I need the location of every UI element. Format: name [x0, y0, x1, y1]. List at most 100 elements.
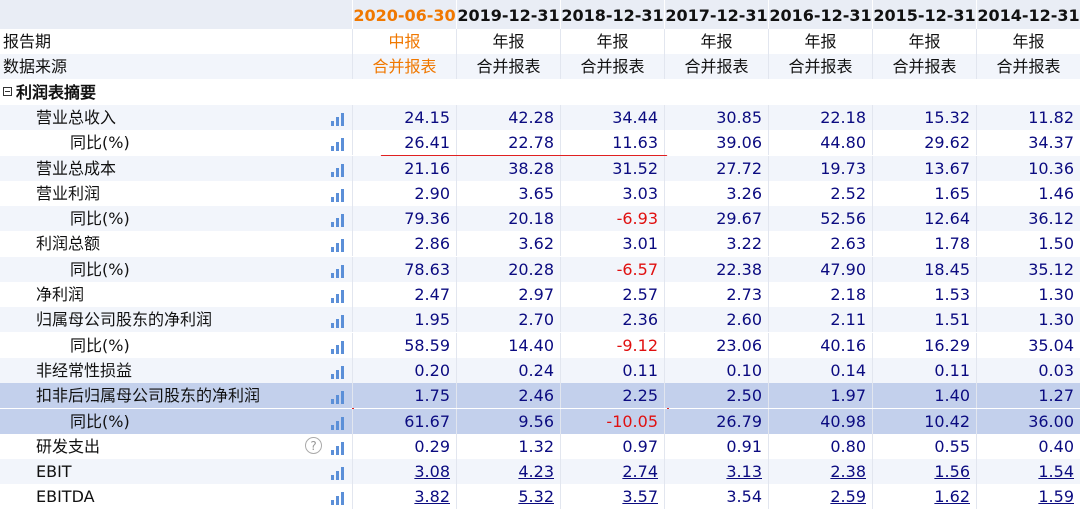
value-cell: 13.67 [872, 155, 976, 181]
chart-icon[interactable] [331, 263, 344, 282]
period-header: 2019-12-31 [456, 0, 560, 29]
row-label: 同比(%) [70, 133, 130, 153]
chart-icon[interactable] [331, 111, 344, 130]
table-row: EBIT 3.08 4.23 2.74 3.13 2.38 1.56 1.54 [0, 459, 1080, 485]
value-cell: 36.12 [976, 206, 1080, 232]
value-cell: 1.97 [768, 383, 872, 409]
chart-icon[interactable] [331, 136, 344, 155]
value-cell: 26.41 [352, 130, 456, 156]
value-cell: 3.82 [352, 484, 456, 510]
help-icon[interactable]: ? [305, 436, 322, 454]
value-cell: 合并报表 [664, 54, 768, 80]
value-cell: 2.73 [664, 282, 768, 307]
value-cell: 合并报表 [976, 54, 1080, 80]
value-cell: 1.27 [976, 383, 1080, 409]
row-label: 同比(%) [70, 335, 130, 355]
chart-icon[interactable] [331, 415, 344, 434]
value-cell: 31.52 [560, 155, 664, 181]
value-cell: 11.82 [976, 104, 1080, 130]
table-row: 利润总额 2.86 3.62 3.01 3.22 2.63 1.78 1.50 [0, 231, 1080, 257]
chart-icon[interactable] [331, 364, 344, 383]
value-cell: 年报 [872, 29, 976, 54]
value-cell: 1.30 [976, 282, 1080, 307]
period-header: 2014-12-31 [976, 0, 1080, 29]
value-cell: 79.36 [352, 206, 456, 232]
value-cell: 22.18 [768, 104, 872, 130]
chart-icon[interactable] [331, 465, 344, 484]
row-label: 营业总收入 [36, 107, 117, 127]
value-cell: 0.24 [456, 357, 560, 383]
value-cell: 0.10 [664, 357, 768, 383]
row-label: 归属母公司股东的净利润 [36, 310, 213, 330]
value-cell: 3.08 [352, 459, 456, 485]
value-cell: 15.32 [872, 104, 976, 130]
chart-icon[interactable] [331, 212, 344, 231]
row-label: 利润总额 [36, 234, 101, 254]
value-cell: 2.46 [456, 383, 560, 409]
value-cell: 3.13 [664, 459, 768, 485]
row-label: 同比(%) [70, 209, 130, 229]
chart-icon[interactable] [331, 389, 344, 408]
chart-icon[interactable] [331, 440, 344, 459]
value-cell: 1.59 [976, 484, 1080, 510]
value-cell: 19.73 [768, 155, 872, 181]
chart-icon[interactable] [331, 339, 344, 358]
value-cell: 0.11 [560, 357, 664, 383]
value-cell: 年报 [976, 29, 1080, 54]
value-cell: 3.22 [664, 231, 768, 257]
collapse-icon[interactable] [3, 86, 12, 96]
value-cell: 2.60 [664, 307, 768, 333]
value-cell: 2.47 [352, 282, 456, 307]
row-label: 同比(%) [70, 411, 130, 431]
value-cell: 61.67 [352, 408, 456, 434]
value-cell: 26.79 [664, 408, 768, 434]
chart-icon[interactable] [331, 162, 344, 181]
header-row: 2020-06-30 2019-12-31 2018-12-31 2017-12-31… [0, 0, 1080, 29]
row-label: 数据来源 [3, 57, 68, 77]
chart-icon[interactable] [331, 490, 344, 509]
table-row: 同比(%) 61.67 9.56 -10.05 26.79 40.98 10.42 36.00 [0, 408, 1080, 434]
value-cell: 3.54 [664, 484, 768, 510]
value-cell: 22.78 [456, 130, 560, 156]
value-cell: 2.25 [560, 383, 664, 409]
table-row: 非经常性损益 0.20 0.24 0.11 0.10 0.14 0.11 0.03 [0, 357, 1080, 383]
table-row: 报告期 中报 年报 年报 年报 年报 年报 年报 [0, 29, 1080, 54]
value-cell: 年报 [664, 29, 768, 54]
value-cell: 40.16 [768, 332, 872, 358]
value-cell: 5.32 [456, 484, 560, 510]
table-row: 营业总成本 21.16 38.28 31.52 27.72 19.73 13.67 10.36 [0, 155, 1080, 181]
value-cell: 年报 [560, 29, 664, 54]
value-cell: 24.15 [352, 104, 456, 130]
period-header: 2018-12-31 [560, 0, 664, 29]
table-row: 净利润 2.47 2.97 2.57 2.73 2.18 1.53 1.30 [0, 282, 1080, 307]
value-cell: 29.67 [664, 206, 768, 232]
value-cell: 0.97 [560, 433, 664, 459]
value-cell: 34.37 [976, 130, 1080, 156]
value-cell: 3.03 [560, 180, 664, 206]
value-cell: 合并报表 [352, 54, 456, 80]
chart-icon[interactable] [331, 187, 344, 206]
chart-icon[interactable] [331, 313, 344, 332]
value-cell: 2.90 [352, 180, 456, 206]
table-row: 同比(%) 78.63 20.28 -6.57 22.38 47.90 18.45 35.12 [0, 256, 1080, 282]
value-cell: 1.53 [872, 282, 976, 307]
value-cell: 0.20 [352, 357, 456, 383]
value-cell: 23.06 [664, 332, 768, 358]
chart-icon[interactable] [331, 288, 344, 307]
value-cell: 0.40 [976, 433, 1080, 459]
row-label: 同比(%) [70, 259, 130, 279]
value-cell: 1.78 [872, 231, 976, 257]
row-label: 非经常性损益 [36, 360, 133, 380]
value-cell: 2.63 [768, 231, 872, 257]
value-cell: 1.75 [352, 383, 456, 409]
value-cell: 40.98 [768, 408, 872, 434]
value-cell: 1.46 [976, 180, 1080, 206]
value-cell: 0.80 [768, 433, 872, 459]
value-cell: 52.56 [768, 206, 872, 232]
value-cell: 18.45 [872, 256, 976, 282]
value-cell: 2.97 [456, 282, 560, 307]
value-cell: 0.03 [976, 357, 1080, 383]
chart-icon[interactable] [331, 237, 344, 256]
value-cell: 2.11 [768, 307, 872, 333]
value-cell: 1.95 [352, 307, 456, 333]
